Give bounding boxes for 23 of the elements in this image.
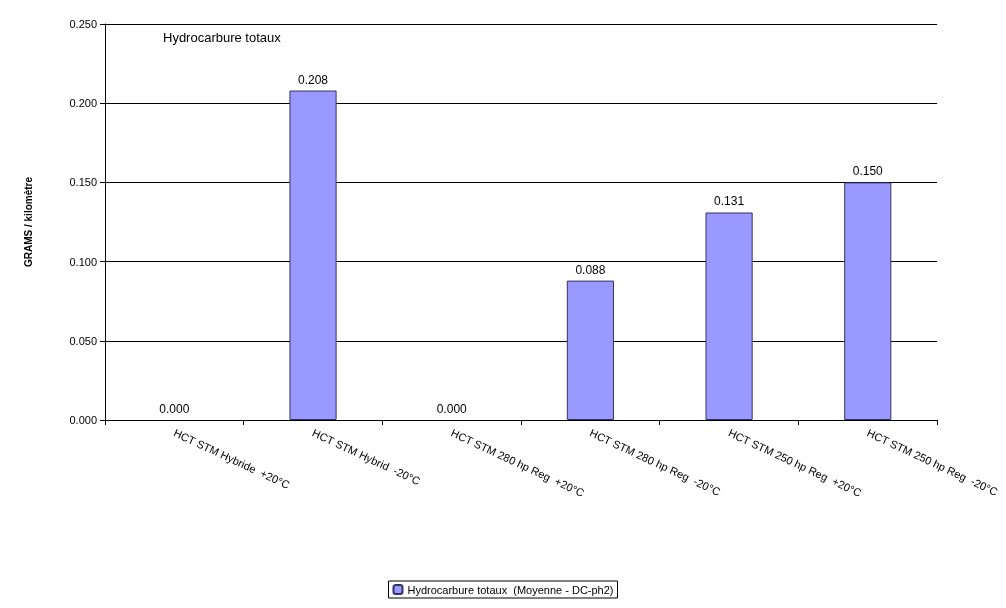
data-label: 0.000 <box>436 402 468 416</box>
y-tick-label: 0.000 <box>69 414 97 426</box>
legend-label: Hydrocarbure totaux (Moyenne - DC-ph2) <box>407 583 614 596</box>
y-tick-label: 0.150 <box>69 176 97 189</box>
x-tick-label: HCT STM 250 hp Reg +20°C <box>726 426 864 500</box>
y-tick-label: 0.250 <box>69 18 97 30</box>
bar <box>566 280 614 420</box>
bar <box>289 90 337 420</box>
bar <box>705 212 753 420</box>
data-label: 0.131 <box>714 194 745 209</box>
data-label: 0.088 <box>575 262 606 277</box>
data-label: 0.150 <box>852 164 884 179</box>
x-tick-label: HCT STM 280 hp Reg -20°C <box>587 426 723 498</box>
x-tick-label: HCT STM 250 hp Reg -20°C <box>865 426 1000 498</box>
bar <box>844 182 892 420</box>
x-tick-label: HCT STM 280 hp Reg +20°C <box>449 426 587 500</box>
y-tick-label: 0.200 <box>69 97 97 110</box>
data-label: 0.000 <box>159 402 190 416</box>
text: Hydrocarbure totaux <box>163 30 282 45</box>
data-label: 0.208 <box>298 72 329 87</box>
y-tick-label: 0.100 <box>69 255 97 268</box>
y-tick-label: 0.050 <box>69 334 97 347</box>
y-axis-title: GRAMS / kilomètre <box>22 176 34 268</box>
